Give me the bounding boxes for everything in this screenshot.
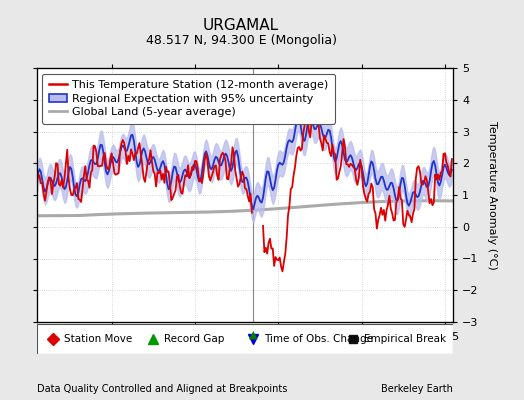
Text: Record Gap: Record Gap bbox=[163, 334, 224, 344]
Text: URGAMAL: URGAMAL bbox=[203, 18, 279, 33]
Text: Empirical Break: Empirical Break bbox=[364, 334, 446, 344]
Y-axis label: Temperature Anomaly (°C): Temperature Anomaly (°C) bbox=[487, 121, 497, 269]
Text: Data Quality Controlled and Aligned at Breakpoints: Data Quality Controlled and Aligned at B… bbox=[37, 384, 287, 394]
Legend: This Temperature Station (12-month average), Regional Expectation with 95% uncer: This Temperature Station (12-month avera… bbox=[42, 74, 335, 124]
Text: ▲: ▲ bbox=[249, 329, 258, 339]
Text: Berkeley Earth: Berkeley Earth bbox=[381, 384, 453, 394]
Text: Station Move: Station Move bbox=[64, 334, 132, 344]
FancyBboxPatch shape bbox=[37, 324, 453, 354]
Text: Time of Obs. Change: Time of Obs. Change bbox=[264, 334, 373, 344]
Text: 48.517 N, 94.300 E (Mongolia): 48.517 N, 94.300 E (Mongolia) bbox=[146, 34, 336, 47]
